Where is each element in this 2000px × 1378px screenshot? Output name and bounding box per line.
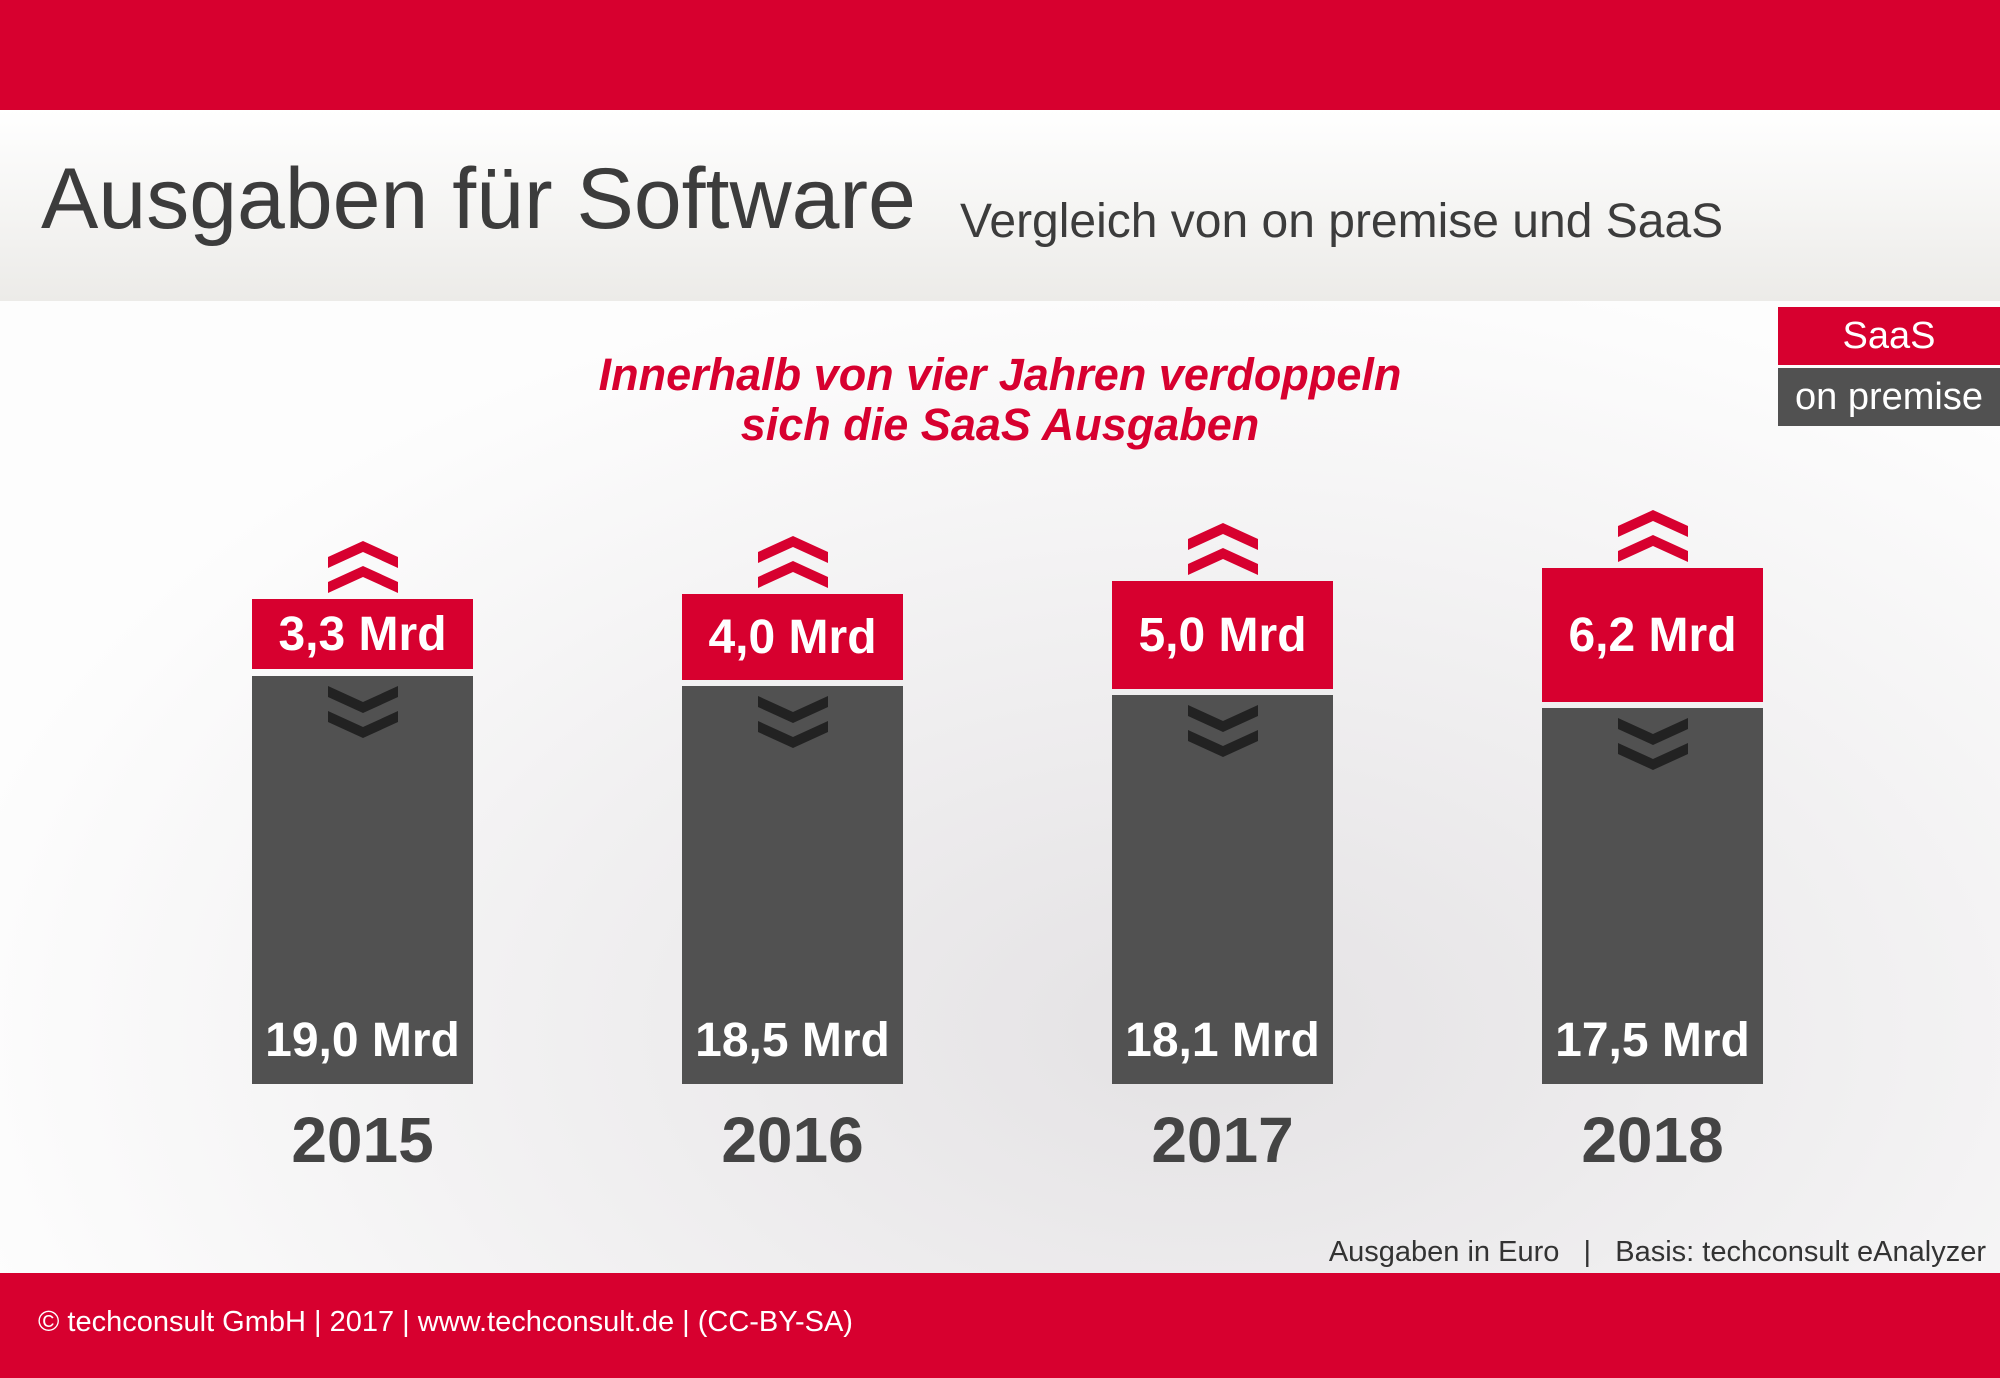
bar-saas-2018: 6,2 Mrd: [1542, 568, 1763, 702]
year-label: 2018: [1581, 1104, 1724, 1176]
label-on-premise: 19,0 Mrd: [265, 1014, 460, 1067]
label-on-premise: 17,5 Mrd: [1555, 1014, 1750, 1067]
headline-line-1: Innerhalb von vier Jahren verdoppeln: [598, 349, 1402, 400]
source-note: Ausgaben in Euro | Basis: techconsult eA…: [1328, 1236, 1986, 1268]
footer-text: © techconsult GmbH | 2017 | www.techcons…: [38, 1306, 853, 1338]
top-band: [0, 0, 2000, 110]
chevron-down-icon: [1617, 717, 1688, 770]
year-label: 2015: [291, 1104, 434, 1176]
chevron-up-icon: [1187, 523, 1258, 576]
chevron-up-icon: [1617, 510, 1688, 563]
bar-saas-2016: 4,0 Mrd: [682, 594, 903, 681]
page-subtitle: Vergleich von on premise und SaaS: [960, 195, 1724, 248]
legend-saas: SaaS: [1778, 307, 2000, 365]
title-band: [0, 110, 2000, 301]
bar-on-premise-2017: 18,1 Mrd: [1112, 694, 1333, 1084]
bar-saas-2017: 5,0 Mrd: [1112, 581, 1333, 689]
bar-saas-2015: 3,3 Mrd: [252, 598, 473, 670]
legend-on-premise: on premise: [1778, 368, 2000, 426]
page-title: Ausgaben für Software: [41, 151, 916, 247]
label-on-premise: 18,5 Mrd: [695, 1014, 890, 1067]
chevron-down-icon: [757, 696, 828, 749]
chevron-down-icon: [1187, 704, 1258, 757]
label-on-premise: 18,1 Mrd: [1125, 1013, 1320, 1067]
label-saas: 5,0 Mrd: [1138, 608, 1307, 662]
chevron-up-icon: [757, 536, 828, 589]
label-saas: 4,0 Mrd: [708, 610, 877, 664]
footer: © techconsult GmbH | 2017 | www.techcons…: [0, 1273, 2000, 1378]
label-saas: 3,3 Mrd: [278, 607, 447, 661]
chevron-up-icon: [327, 540, 398, 593]
year-label: 2016: [721, 1104, 864, 1176]
headline-line-2: sich die SaaS Ausgaben: [740, 399, 1260, 450]
year-label: 2017: [1151, 1104, 1294, 1176]
bar-on-premise-2016: 18,5 Mrd: [682, 686, 903, 1084]
chevron-down-icon: [327, 685, 398, 738]
bar-on-premise-2018: 17,5 Mrd: [1542, 707, 1763, 1084]
label-saas: 6,2 Mrd: [1568, 608, 1737, 662]
headline: Innerhalb von vier Jahren verdoppeln sic…: [0, 350, 2000, 450]
bar-on-premise-2015: 19,0 Mrd: [252, 675, 473, 1084]
